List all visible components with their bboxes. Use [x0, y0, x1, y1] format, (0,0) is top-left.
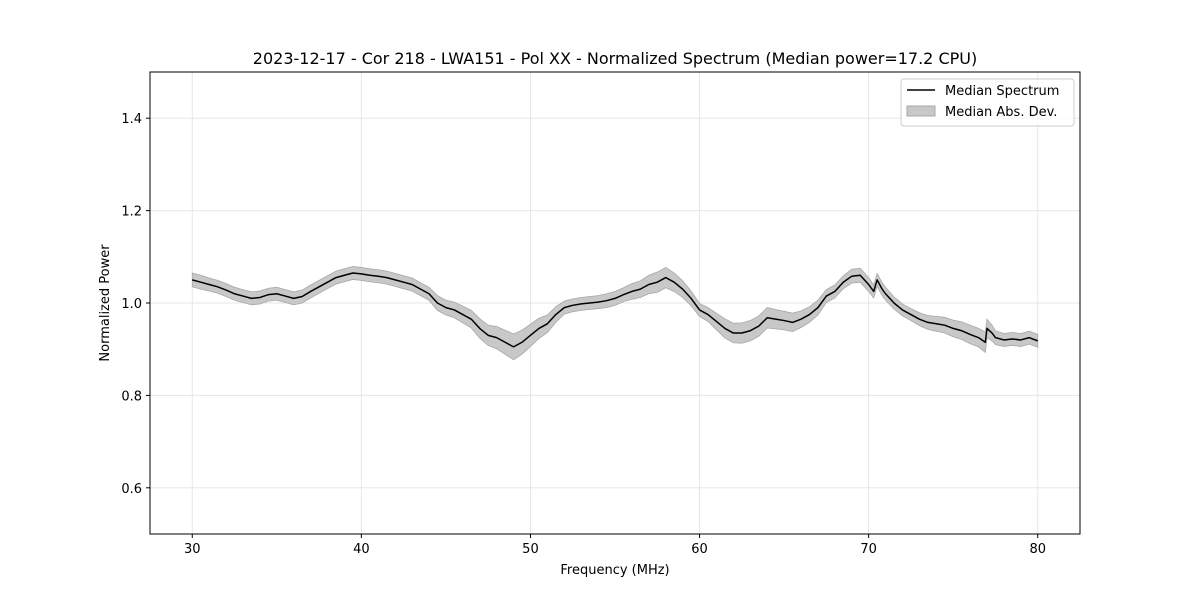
- legend-box: [900, 78, 1075, 127]
- chart-title: 2023-12-17 - Cor 218 - LWA151 - Pol XX -…: [253, 49, 977, 68]
- legend-label-mad: Median Abs. Dev.: [945, 105, 1057, 120]
- y-axis-label: Normalized Power: [98, 244, 113, 362]
- y-tick-label: 1.4: [121, 112, 142, 127]
- x-axis-ticks: 30 40 50 60 70 80: [184, 534, 1046, 557]
- median-spectrum-line: [192, 272, 1038, 348]
- x-axis-label: Frequency (MHz): [560, 563, 669, 578]
- x-tick-label: 50: [522, 542, 539, 557]
- mad-band-layer: [191, 266, 1039, 361]
- x-tick-label: 40: [353, 542, 370, 557]
- legend-band-swatch: [906, 105, 936, 117]
- y-tick-label: 0.8: [121, 389, 142, 404]
- x-tick-label: 30: [184, 542, 201, 557]
- mad-band: [191, 266, 1039, 361]
- y-tick-label: 1.0: [121, 297, 142, 312]
- legend-label-median: Median Spectrum: [945, 84, 1059, 99]
- x-tick-label: 60: [691, 542, 708, 557]
- x-tick-label: 70: [860, 542, 877, 557]
- y-axis-ticks: 0.6 0.8 1.0 1.2 1.4: [121, 112, 150, 497]
- median-line-layer: [192, 272, 1038, 348]
- x-tick-label: 80: [1029, 542, 1046, 557]
- y-tick-label: 0.6: [121, 482, 142, 497]
- legend: Median Spectrum Median Abs. Dev.: [900, 78, 1075, 127]
- y-tick-label: 1.2: [121, 205, 142, 220]
